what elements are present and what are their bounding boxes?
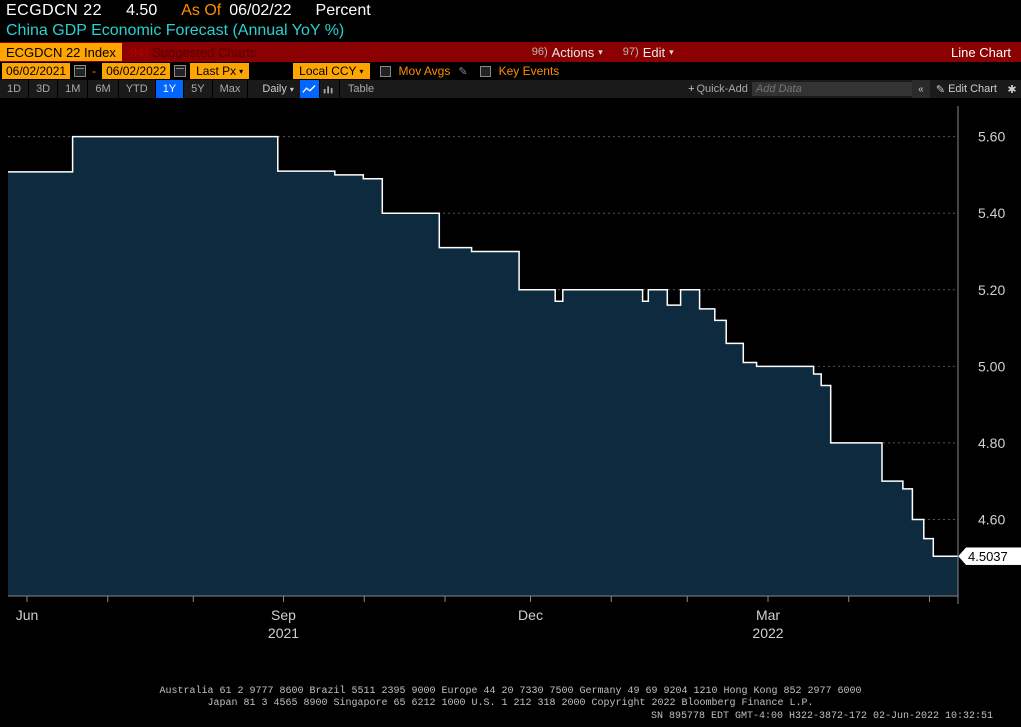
suggested-num: 94) bbox=[130, 45, 149, 60]
last-px-label: Last Px bbox=[196, 64, 236, 78]
function-bar: ECGDCN 22 Index 94) Suggested Charts 96)… bbox=[0, 42, 1021, 62]
pencil-icon[interactable]: ✎ bbox=[458, 65, 467, 78]
table-view-button[interactable]: Table bbox=[340, 80, 382, 98]
chevron-down-icon: ▾ bbox=[598, 47, 603, 58]
footer-disclaimer: Australia 61 2 9777 8600 Brazil 5511 239… bbox=[0, 684, 1021, 727]
actions-menu[interactable]: 96) Actions ▾ bbox=[522, 42, 613, 62]
svg-text:5.60: 5.60 bbox=[978, 129, 1005, 145]
date-range-dash: - bbox=[90, 64, 98, 78]
suggested-charts[interactable]: 94) Suggested Charts bbox=[122, 45, 265, 60]
header-row-1: ECGDCN 22 4.50 As Of 06/02/22 Percent bbox=[0, 0, 1021, 22]
timeframe-toolbar: 1D3D1M6MYTD1Y5YMax Daily ▾ Table + Quick… bbox=[0, 80, 1021, 98]
svg-text:5.40: 5.40 bbox=[978, 205, 1005, 221]
timeframe-1y[interactable]: 1Y bbox=[156, 80, 184, 98]
actions-num: 96) bbox=[532, 46, 548, 58]
svg-text:4.5037: 4.5037 bbox=[968, 549, 1008, 564]
svg-text:5.00: 5.00 bbox=[978, 358, 1005, 374]
svg-text:5.20: 5.20 bbox=[978, 282, 1005, 298]
svg-text:Dec: Dec bbox=[518, 607, 543, 623]
chart-style-button[interactable] bbox=[320, 80, 340, 98]
chevron-down-icon: ▾ bbox=[669, 47, 674, 58]
edit-num: 97) bbox=[623, 46, 639, 58]
chevron-down-icon: ▾ bbox=[239, 67, 243, 76]
collapse-button[interactable]: « bbox=[912, 80, 930, 98]
ticker-value: 4.50 bbox=[126, 2, 157, 20]
footer-line-2: Japan 81 3 4565 8900 Singapore 65 6212 1… bbox=[8, 698, 1013, 711]
edit-chart-button[interactable]: ✎ Edit Chart bbox=[930, 83, 1003, 96]
timeframe-max[interactable]: Max bbox=[213, 80, 249, 98]
frequency-label: Daily bbox=[262, 83, 286, 95]
ticker-symbol: ECGDCN 22 bbox=[6, 2, 102, 20]
key-events-label: Key Events bbox=[495, 64, 564, 78]
edit-chart-label: Edit Chart bbox=[948, 83, 997, 95]
calendar-icon[interactable] bbox=[174, 65, 186, 77]
timeframe-1m[interactable]: 1M bbox=[58, 80, 88, 98]
date-to-input[interactable]: 06/02/2022 bbox=[102, 63, 170, 79]
footer-line-1: Australia 61 2 9777 8600 Brazil 5511 239… bbox=[8, 686, 1013, 699]
frequency-select[interactable]: Daily ▾ bbox=[256, 83, 299, 95]
timeframe-1d[interactable]: 1D bbox=[0, 80, 29, 98]
unit-label: Percent bbox=[316, 2, 371, 20]
mov-avgs-label: Mov Avgs bbox=[395, 64, 455, 78]
line-chart-icon-button[interactable] bbox=[300, 80, 320, 98]
svg-text:4.60: 4.60 bbox=[978, 511, 1005, 527]
local-ccy-select[interactable]: Local CCY ▾ bbox=[293, 63, 369, 79]
svg-text:2022: 2022 bbox=[752, 625, 783, 641]
pencil-icon: ✎ bbox=[936, 83, 945, 96]
timeframe-5y[interactable]: 5Y bbox=[184, 80, 212, 98]
last-px-select[interactable]: Last Px ▾ bbox=[190, 63, 249, 79]
edit-label: Edit bbox=[643, 45, 665, 60]
mov-avgs-checkbox[interactable] bbox=[380, 66, 391, 77]
timeframe-6m[interactable]: 6M bbox=[88, 80, 118, 98]
line-chart-icon bbox=[302, 83, 316, 95]
chart-area[interactable]: 5.60 5.40 5.20 5.00 4.80 4.60 Jun Sep Dec Mar 2021… bbox=[0, 98, 1021, 666]
asof-date: 06/02/22 bbox=[229, 2, 291, 20]
chevron-down-icon: ▾ bbox=[290, 85, 294, 94]
svg-text:2021: 2021 bbox=[268, 625, 299, 641]
chevron-down-icon: ▾ bbox=[360, 67, 364, 76]
gear-icon: ✱ bbox=[1007, 83, 1016, 96]
subtitle: China GDP Economic Forecast (Annual YoY … bbox=[0, 22, 1021, 42]
svg-text:Mar: Mar bbox=[756, 607, 780, 623]
asof-label: As Of bbox=[181, 2, 221, 20]
chart-style-icon bbox=[322, 83, 336, 95]
svg-text:4.80: 4.80 bbox=[978, 435, 1005, 451]
suggested-label: Suggested Charts bbox=[152, 45, 256, 60]
key-events-checkbox[interactable] bbox=[480, 66, 491, 77]
footer-line-3: SN 895778 EDT GMT-4:00 H322-3872-172 02-… bbox=[8, 711, 1013, 724]
svg-text:Sep: Sep bbox=[271, 607, 296, 623]
chart-type-label: Line Chart bbox=[941, 45, 1021, 60]
actions-label: Actions bbox=[552, 45, 595, 60]
date-options-bar: 06/02/2021 - 06/02/2022 Last Px ▾ Local … bbox=[0, 62, 1021, 80]
calendar-icon[interactable] bbox=[74, 65, 86, 77]
quick-add-label: + Quick-Add bbox=[684, 83, 752, 95]
timeframe-3d[interactable]: 3D bbox=[29, 80, 58, 98]
line-chart-svg: 5.60 5.40 5.20 5.00 4.80 4.60 Jun Sep Dec Mar 2021… bbox=[0, 98, 1021, 666]
timeframe-ytd[interactable]: YTD bbox=[119, 80, 156, 98]
local-ccy-label: Local CCY bbox=[299, 64, 356, 78]
date-from-input[interactable]: 06/02/2021 bbox=[2, 63, 70, 79]
add-data-input[interactable] bbox=[752, 82, 912, 96]
index-name-box[interactable]: ECGDCN 22 Index bbox=[0, 43, 122, 61]
svg-text:Jun: Jun bbox=[16, 607, 39, 623]
settings-button[interactable]: ✱ bbox=[1003, 83, 1021, 96]
edit-menu[interactable]: 97) Edit ▾ bbox=[613, 42, 684, 62]
